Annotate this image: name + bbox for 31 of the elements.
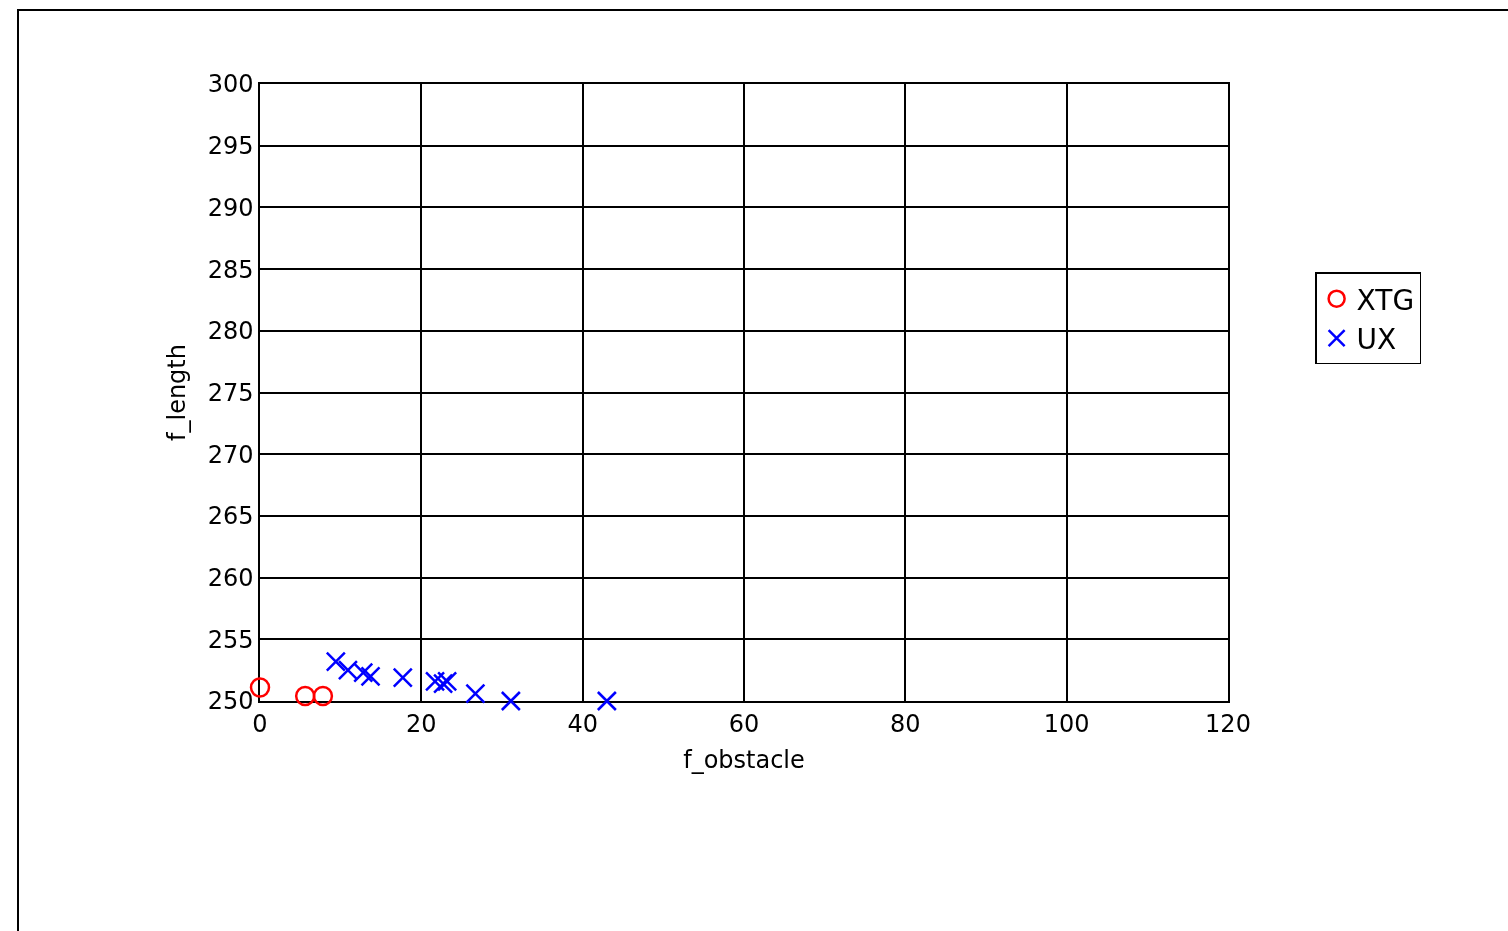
point <box>596 690 618 712</box>
y-tick-label: 285 <box>207 255 254 284</box>
y-tick-label: 290 <box>207 193 254 222</box>
point <box>294 685 316 707</box>
y-tick-label: 265 <box>207 502 254 531</box>
x-tick-label: 20 <box>406 709 437 738</box>
legend-label: UX <box>1356 322 1397 356</box>
y-tick-label: 280 <box>207 317 254 346</box>
point <box>325 651 347 672</box>
x-axis-title: f_obstacle <box>683 746 805 775</box>
legend-label: XTG <box>1356 283 1415 317</box>
y-tick-label: 250 <box>207 687 254 716</box>
x-tick-label: 60 <box>728 709 760 738</box>
y-tick-label: 300 <box>207 70 254 99</box>
x-tick-label: 40 <box>567 709 598 738</box>
y-axis-title: f_length <box>163 344 192 441</box>
point <box>360 666 381 687</box>
y-tick-label: 295 <box>207 132 254 161</box>
x-tick-label: 80 <box>890 709 921 738</box>
x-tick-label: 100 <box>1043 709 1090 738</box>
y-tick-label: 260 <box>207 564 254 592</box>
y-tick-label: 275 <box>207 378 254 407</box>
point <box>424 671 446 692</box>
y-tick-label: 255 <box>207 625 254 654</box>
point <box>465 683 486 704</box>
point <box>392 667 414 688</box>
point <box>312 685 334 707</box>
x-tick-label: 0 <box>252 709 268 738</box>
point <box>500 690 522 712</box>
x-tick-label: 120 <box>1205 709 1251 738</box>
y-tick-label: 270 <box>207 440 254 469</box>
